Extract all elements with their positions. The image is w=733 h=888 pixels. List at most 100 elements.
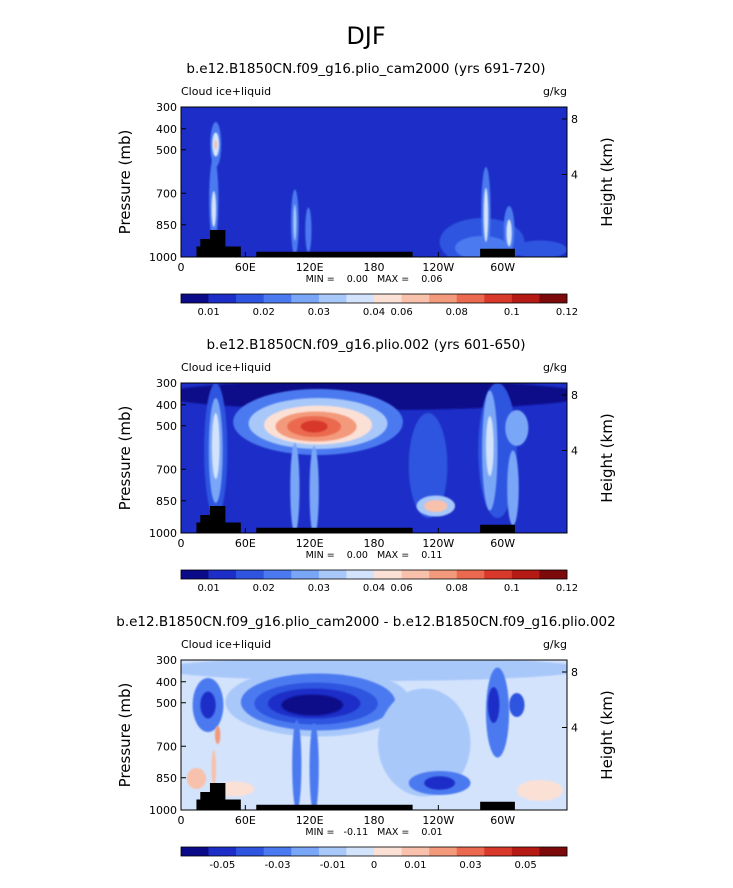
- colorbar-frame: [180, 569, 568, 580]
- terrain-mask: [480, 801, 515, 810]
- y-tick-label: 400: [156, 399, 177, 412]
- y-tick-label: 700: [156, 463, 177, 476]
- contour-region: [211, 191, 217, 227]
- colorbar-label: 0.01: [404, 860, 426, 871]
- contour-region: [281, 694, 344, 716]
- colorbar-swatch: [484, 294, 513, 303]
- colorbar-label: 0.08: [446, 583, 468, 594]
- colorbar-swatch: [291, 294, 320, 303]
- colorbar-swatch: [236, 570, 265, 579]
- colorbar-swatch: [429, 847, 458, 856]
- colorbar-label: 0.1: [504, 583, 520, 594]
- colorbar-swatch: [318, 570, 347, 579]
- colorbar-swatch: [374, 570, 402, 579]
- colorbar-swatch: [539, 294, 568, 303]
- x-tick-label: 120W: [422, 537, 454, 550]
- contour-region: [300, 420, 328, 433]
- colorbar-swatch: [263, 294, 292, 303]
- contour-region: [377, 688, 471, 797]
- terrain-mask: [256, 804, 413, 810]
- colorbar: 0.01 0.02 0.03 0.04 0.06 0.08 0.1 0.12: [180, 293, 578, 318]
- x-tick-label: 60W: [490, 537, 515, 550]
- colorbar-swatch: [181, 570, 209, 579]
- colorbar-swatch: [263, 847, 292, 856]
- colorbar: 0.01 0.02 0.03 0.04 0.06 0.08 0.1 0.12: [180, 569, 578, 594]
- colorbar-label: 0.06: [390, 307, 412, 318]
- colorbar-label: 0.02: [253, 307, 275, 318]
- y-tick-label: 850: [156, 495, 177, 508]
- colorbar-swatch: [236, 847, 265, 856]
- contour-region: [507, 450, 519, 526]
- colorbar-label: 0.12: [556, 583, 578, 594]
- contour-field: [181, 107, 567, 257]
- colorbar-label: 0.03: [308, 583, 330, 594]
- contour-region: [505, 410, 529, 446]
- colorbar-label: 0.02: [253, 583, 275, 594]
- colorbar-swatch: [456, 294, 485, 303]
- colorbar-swatch: [318, 294, 347, 303]
- y-axis-title: Pressure (mb): [116, 683, 134, 788]
- contour-region: [487, 687, 500, 723]
- y-tick-label: 700: [156, 740, 177, 753]
- y-tick-label: 500: [156, 144, 177, 157]
- contour-region: [309, 723, 319, 810]
- colorbar-swatch: [456, 570, 485, 579]
- contour-region: [485, 416, 494, 476]
- units-label: g/kg: [543, 361, 567, 374]
- right-tick-label: 4: [571, 445, 578, 458]
- right-tick-label: 4: [571, 722, 578, 735]
- contour-region: [309, 446, 319, 533]
- right-tick-label: 8: [571, 389, 578, 402]
- colorbar-label: -0.03: [265, 860, 291, 871]
- y-tick-label: 1000: [149, 804, 177, 817]
- colorbar-swatch: [346, 570, 375, 579]
- colorbar-label: 0.01: [197, 307, 219, 318]
- colorbar-swatch: [401, 570, 430, 579]
- right-tick-label: 8: [571, 113, 578, 126]
- colorbar-swatch: [181, 294, 209, 303]
- colorbar-swatch: [208, 294, 237, 303]
- units-label: g/kg: [543, 85, 567, 98]
- contour-region: [516, 780, 564, 801]
- y-tick-label: 1000: [149, 251, 177, 264]
- panel-title: b.e12.B1850CN.f09_g16.plio_cam2000 - b.e…: [116, 614, 615, 630]
- x-tick-label: 180: [364, 814, 385, 827]
- y-tick-label: 850: [156, 772, 177, 785]
- contour-region: [290, 443, 300, 533]
- colorbar-swatch: [401, 294, 430, 303]
- x-tick-label: 60E: [235, 261, 256, 274]
- colorbar-swatch: [346, 847, 375, 856]
- x-tick-label: 180: [364, 537, 385, 550]
- colorbar-label: 0.04: [363, 583, 385, 594]
- right-tick-label: 4: [571, 169, 578, 182]
- panel-1: b.e12.B1850CN.f09_g16.plio_cam2000 (yrs …: [116, 61, 616, 318]
- x-tick-label: 60W: [490, 261, 515, 274]
- variable-label: Cloud ice+liquid: [181, 361, 271, 374]
- colorbar-swatch: [429, 294, 458, 303]
- terrain-mask: [256, 251, 413, 257]
- min-max-label: MIN = -0.11 MAX = 0.01: [305, 827, 442, 838]
- colorbar-swatch: [539, 847, 568, 856]
- y-axis-title: Pressure (mb): [116, 130, 134, 235]
- contour-region: [214, 726, 221, 744]
- colorbar-label: 0.01: [197, 583, 219, 594]
- colorbar-swatch: [263, 570, 292, 579]
- colorbar-swatch: [401, 847, 430, 856]
- colorbar-swatch: [511, 570, 540, 579]
- colorbar-frame: [180, 846, 568, 857]
- variable-label: Cloud ice+liquid: [181, 638, 271, 651]
- x-tick-label: 120E: [296, 261, 324, 274]
- terrain-mask: [480, 248, 515, 257]
- contour-region: [214, 140, 218, 149]
- contour-region: [509, 693, 525, 717]
- x-tick-label: 120W: [422, 261, 454, 274]
- contour-region: [186, 768, 207, 789]
- y-tick-label: 300: [156, 377, 177, 390]
- panel-3: b.e12.B1850CN.f09_g16.plio_cam2000 - b.e…: [116, 614, 616, 871]
- y-tick-label: 500: [156, 697, 177, 710]
- terrain-mask: [209, 506, 226, 533]
- x-tick-label: 60W: [490, 814, 515, 827]
- terrain-mask: [209, 230, 226, 257]
- colorbar-label: 0.1: [504, 307, 520, 318]
- x-tick-label: 120E: [296, 814, 324, 827]
